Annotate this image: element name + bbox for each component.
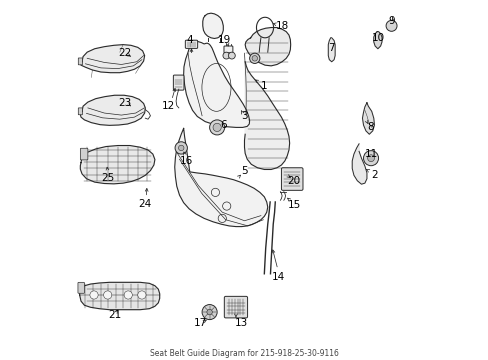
Text: 20: 20 [287,176,300,186]
Text: 15: 15 [287,201,300,210]
Text: 21: 21 [108,310,121,320]
Circle shape [202,305,217,320]
Text: 1: 1 [261,81,267,91]
Text: 6: 6 [220,120,227,130]
Polygon shape [80,95,145,125]
Circle shape [175,142,187,154]
Circle shape [209,120,224,135]
Text: Seat Belt Guide Diagram for 215-918-25-30-9116: Seat Belt Guide Diagram for 215-918-25-3… [150,349,338,358]
Text: 23: 23 [118,98,131,108]
Text: 24: 24 [139,199,152,209]
FancyBboxPatch shape [185,40,197,48]
FancyBboxPatch shape [173,75,183,90]
Polygon shape [174,129,267,226]
Polygon shape [373,32,381,49]
Circle shape [386,21,396,31]
Text: 5: 5 [241,166,247,176]
Polygon shape [327,38,334,62]
Text: 8: 8 [367,122,374,132]
Text: 7: 7 [328,43,334,53]
Text: 19: 19 [217,35,230,45]
FancyBboxPatch shape [224,296,247,318]
Text: 12: 12 [162,101,175,111]
Text: 25: 25 [101,173,114,183]
FancyBboxPatch shape [78,282,84,293]
Polygon shape [244,62,289,170]
FancyBboxPatch shape [281,168,303,190]
Polygon shape [203,13,223,39]
Polygon shape [80,282,160,310]
FancyBboxPatch shape [78,58,82,65]
Circle shape [249,53,259,63]
Text: 18: 18 [275,21,288,31]
Circle shape [367,155,374,162]
FancyBboxPatch shape [80,148,88,160]
Circle shape [206,309,212,315]
Text: 17: 17 [193,318,206,328]
Polygon shape [351,144,366,184]
Text: 2: 2 [370,170,377,180]
Text: 3: 3 [241,112,247,121]
FancyBboxPatch shape [224,46,232,53]
Text: 13: 13 [234,318,247,328]
Circle shape [138,291,146,299]
Text: 4: 4 [186,35,193,45]
Circle shape [223,52,229,59]
Circle shape [124,291,132,299]
Text: 10: 10 [370,33,384,43]
Circle shape [251,55,257,61]
Circle shape [228,52,235,59]
Polygon shape [244,28,290,66]
Circle shape [213,123,221,131]
Polygon shape [362,103,374,134]
Text: 22: 22 [118,48,131,58]
Text: 14: 14 [271,272,285,282]
Polygon shape [183,41,249,127]
Circle shape [103,291,112,299]
Text: 9: 9 [387,16,394,26]
Polygon shape [80,145,155,184]
Circle shape [90,291,98,299]
Circle shape [178,145,183,151]
Text: 11: 11 [364,149,377,159]
FancyBboxPatch shape [78,108,82,115]
Polygon shape [80,45,144,73]
Circle shape [363,150,378,166]
Text: 16: 16 [180,156,193,166]
